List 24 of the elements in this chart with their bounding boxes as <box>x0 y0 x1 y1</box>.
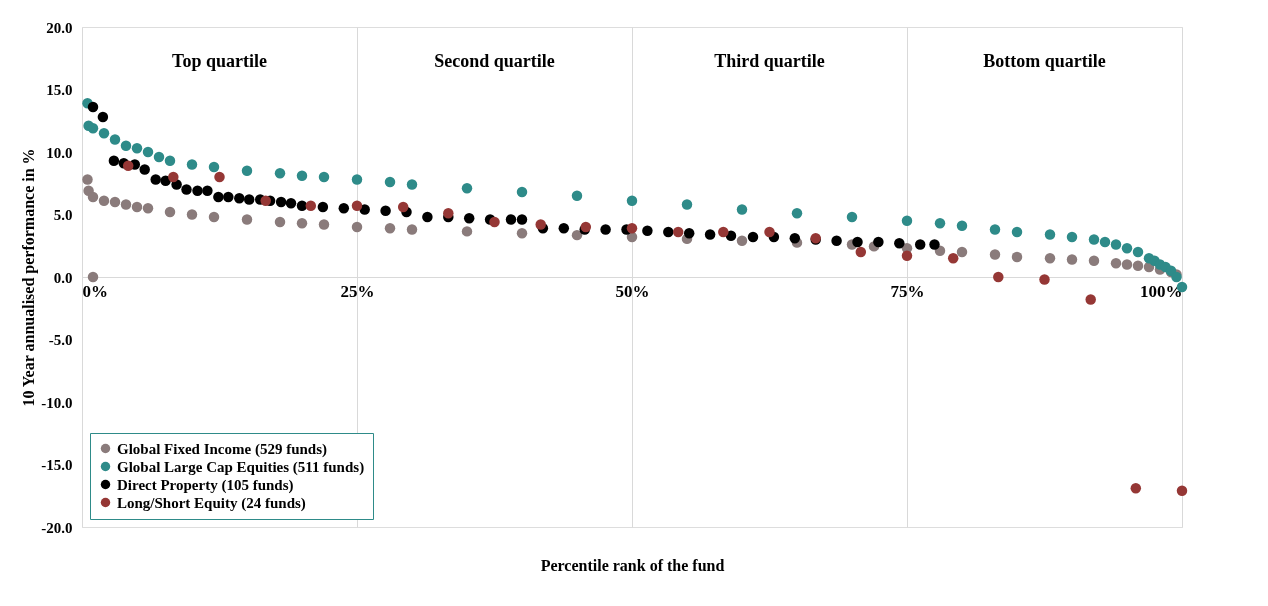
x-axis-title: Percentile rank of the fund <box>540 556 725 574</box>
annotation: Second quartile <box>434 51 555 71</box>
y-tick-label: -15.0 <box>41 457 73 473</box>
legend-label: Long/Short Equity (24 funds) <box>117 494 306 512</box>
y-tick-label: 15.0 <box>46 82 73 98</box>
y-tick-label: 5.0 <box>53 207 73 223</box>
y-tick-label: 10.0 <box>46 144 73 161</box>
y-tick-label: -10.0 <box>41 394 73 411</box>
y-tick-label: 20.0 <box>46 19 73 36</box>
y-axis-title: 10 Year annualised performance in % <box>20 148 39 407</box>
annotation: Bottom quartile <box>983 51 1106 71</box>
annotation: Third quartile <box>714 51 825 71</box>
x-tick-label: 50% <box>615 281 650 301</box>
legend-label: Direct Property (105 funds) <box>117 476 294 494</box>
annotation: Top quartile <box>172 51 267 71</box>
legend-label: Global Fixed Income (529 funds) <box>117 440 328 458</box>
y-tick-label: -20.0 <box>41 519 73 536</box>
x-tick-label: 25% <box>340 281 375 301</box>
x-tick-label: 100% <box>1140 281 1183 301</box>
legend-label: Global Large Cap Equities (511 funds) <box>117 458 365 476</box>
x-tick-label: 0% <box>82 281 108 301</box>
y-tick-label: -5.0 <box>48 332 73 348</box>
x-tick-label: 75% <box>890 281 925 301</box>
y-tick-label: 0.0 <box>53 269 73 286</box>
